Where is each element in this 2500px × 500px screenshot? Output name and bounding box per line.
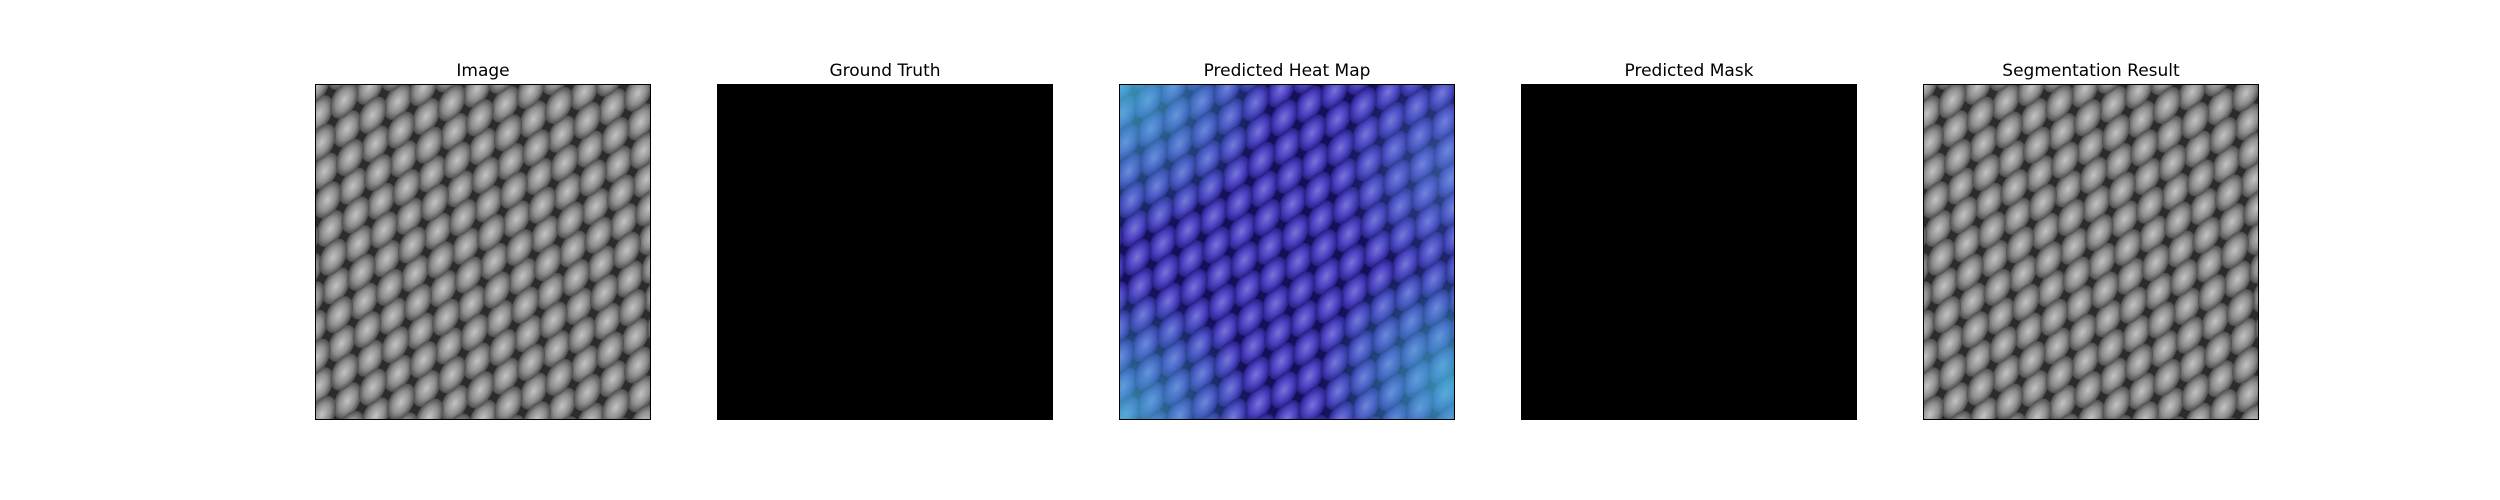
panel-title-image: Image (456, 61, 510, 81)
predicted-mask-frame (1521, 84, 1857, 420)
panel-ground-truth: Ground Truth (717, 60, 1053, 420)
panel-title-segmentation-result: Segmentation Result (2002, 61, 2180, 81)
panel-title-predicted-mask: Predicted Mask (1624, 61, 1754, 81)
segmentation-result-frame (1923, 84, 2259, 420)
texture-image (316, 85, 650, 419)
panel-title-ground-truth: Ground Truth (829, 61, 941, 81)
heat-map-overlay (1120, 85, 1454, 419)
panel-segmentation-result: Segmentation Result (1923, 60, 2259, 420)
predicted-mask (1522, 85, 1856, 419)
ground-truth-mask (718, 85, 1052, 419)
segmentation-result-image (1924, 85, 2258, 419)
panel-predicted-mask: Predicted Mask (1521, 60, 1857, 420)
panel-image: Image (315, 60, 651, 420)
image-frame (315, 84, 651, 420)
panel-heat-map: Predicted Heat Map (1119, 60, 1455, 420)
ground-truth-frame (717, 84, 1053, 420)
panel-title-heat-map: Predicted Heat Map (1203, 61, 1371, 81)
heat-map-frame (1119, 84, 1455, 420)
